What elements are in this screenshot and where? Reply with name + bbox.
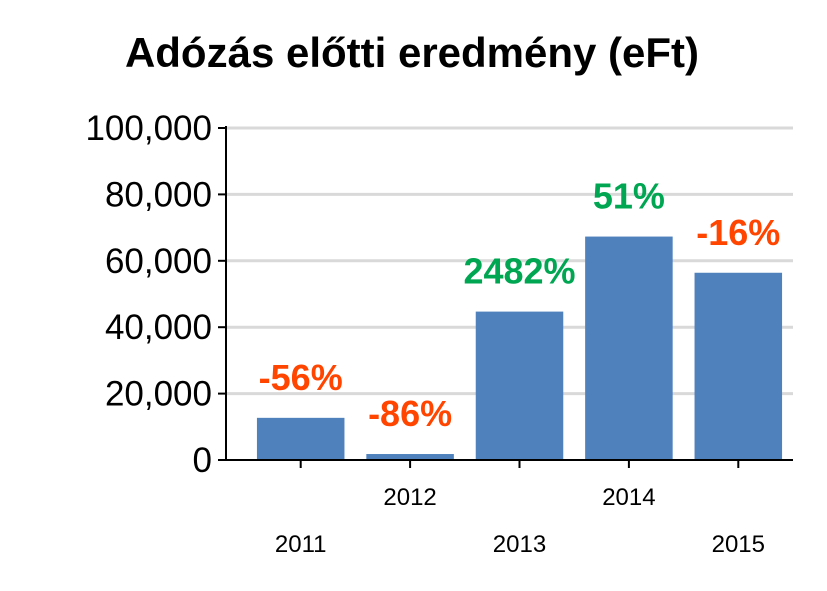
bar-2011	[256, 417, 345, 460]
x-tick-label: 2011	[275, 531, 327, 558]
y-tick-label: 80,000	[105, 175, 212, 214]
x-tick-label: 2013	[493, 531, 546, 558]
data-label: 51%	[593, 176, 665, 217]
data-label: -86%	[368, 393, 452, 434]
y-axis-ticks: 0 20,000 40,000 60,000 80,000 100,000	[85, 109, 226, 480]
bars	[256, 236, 783, 460]
x-tick-label: 2014	[602, 484, 655, 511]
chart-title: Adózás előtti eredmény (eFt)	[125, 29, 699, 76]
data-label: -16%	[696, 212, 780, 253]
y-tick-label: 0	[193, 441, 212, 480]
data-label: 2482%	[463, 251, 575, 292]
bar-2015	[694, 272, 783, 460]
y-tick-label: 40,000	[105, 308, 212, 347]
bar-2012	[366, 454, 454, 460]
y-tick-label: 60,000	[105, 242, 212, 281]
x-tick-label: 2012	[383, 484, 436, 511]
data-labels: -56% -86% 2482% 51% -16%	[259, 176, 781, 434]
data-label: -56%	[259, 357, 343, 398]
bar-2014	[585, 236, 673, 460]
y-tick-label: 20,000	[105, 375, 212, 414]
bar-2013	[475, 311, 564, 460]
y-tick-label: 100,000	[85, 109, 212, 148]
x-axis-ticks: 2011 2012 2013 2014 2015	[275, 460, 765, 558]
x-tick-label: 2015	[712, 531, 765, 558]
